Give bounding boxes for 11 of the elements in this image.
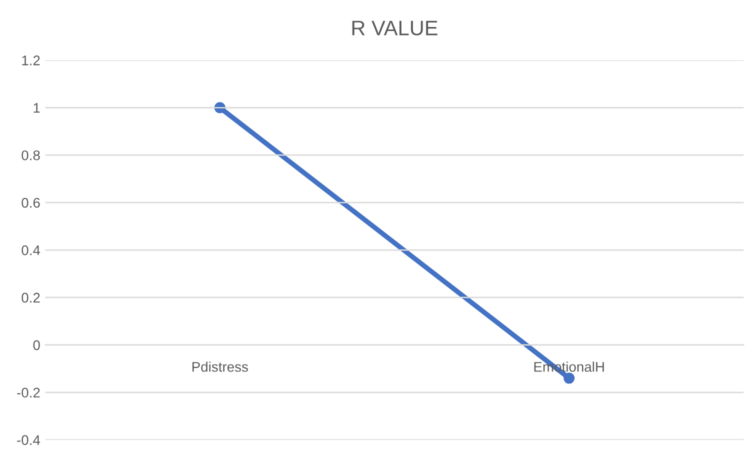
y-tick-label: 0.4 <box>22 245 40 256</box>
x-tick-label: Pdistress <box>192 362 248 372</box>
y-tick-label: 0.6 <box>22 198 40 208</box>
y-tick-label: 0.2 <box>22 292 40 303</box>
y-tick-label: 1 <box>34 103 40 113</box>
y-tick-label: 0 <box>33 340 40 350</box>
y-tick-label: -0.4 <box>17 435 40 446</box>
y-tick-label: 0.8 <box>22 150 40 160</box>
y-tick-label: 1.2 <box>22 56 40 66</box>
y-tick-label: -0.2 <box>17 388 40 398</box>
chart-title: R VALUE <box>352 20 438 36</box>
